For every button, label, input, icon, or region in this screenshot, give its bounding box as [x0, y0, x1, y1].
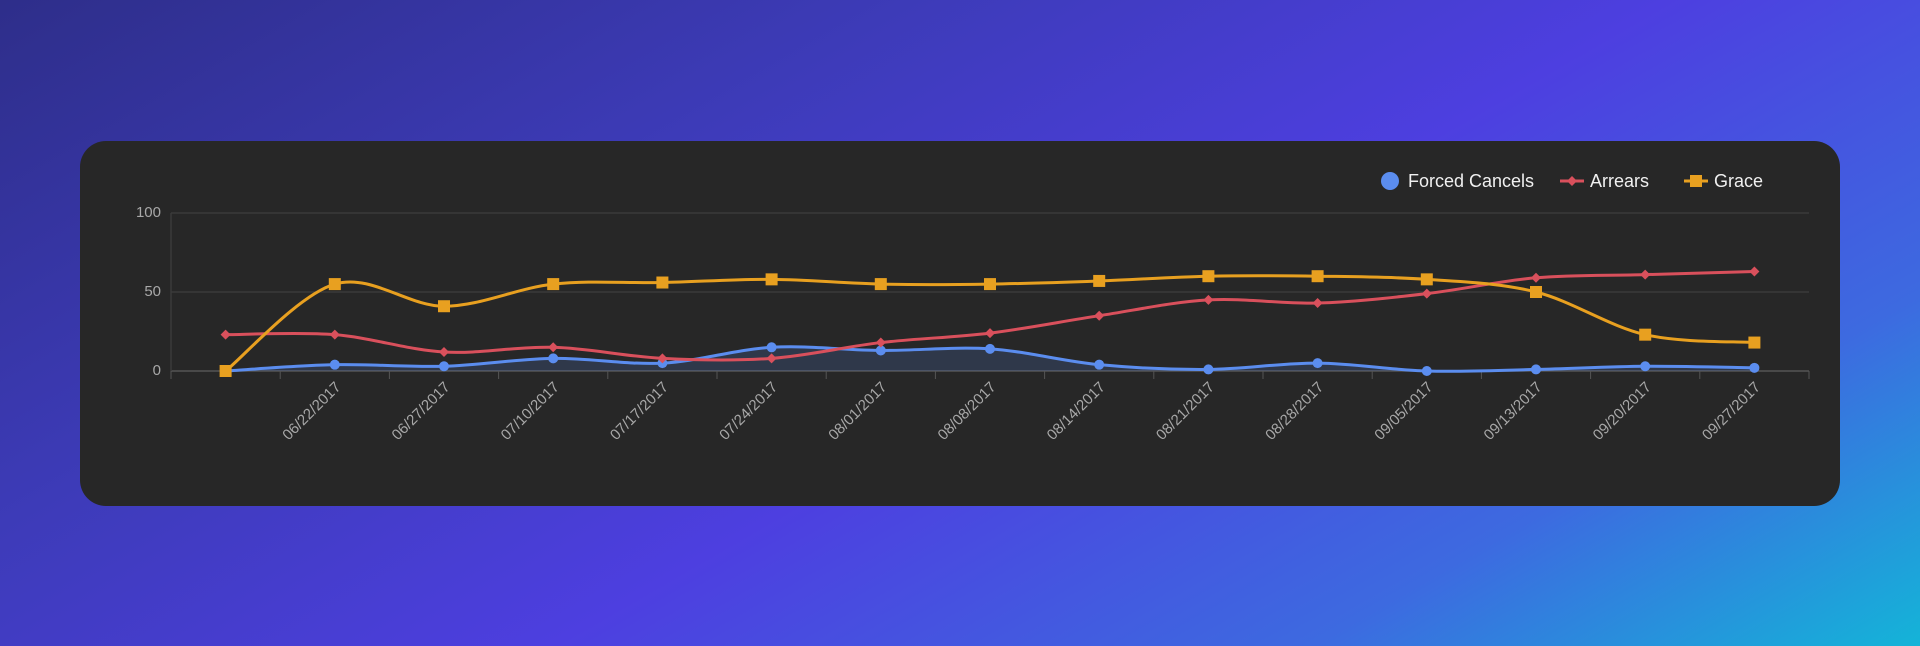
point — [219, 365, 232, 377]
point — [1312, 298, 1323, 309]
point — [1311, 270, 1324, 283]
point — [547, 278, 560, 291]
legend-label: Arrears — [1590, 171, 1649, 191]
point — [1094, 359, 1105, 370]
point — [657, 353, 668, 364]
point — [438, 300, 450, 313]
point — [220, 329, 231, 340]
legend-marker — [1690, 175, 1702, 187]
area — [225, 346, 1755, 372]
card — [80, 141, 1840, 506]
point — [1420, 273, 1433, 286]
point — [439, 347, 449, 358]
legend-label: Grace — [1714, 171, 1763, 191]
point — [874, 278, 887, 291]
point — [1749, 362, 1760, 373]
point — [328, 278, 341, 291]
point — [875, 337, 886, 348]
legend-marker — [1381, 172, 1399, 190]
point — [1748, 336, 1761, 349]
y-tick-label: 100 — [136, 204, 161, 221]
point — [656, 276, 669, 289]
point — [1749, 266, 1760, 277]
point — [766, 353, 777, 364]
point — [548, 353, 559, 364]
point — [1640, 269, 1651, 280]
legend-marker — [1567, 176, 1577, 186]
point — [1093, 274, 1106, 287]
legend-label: Forced Cancels — [1408, 171, 1534, 191]
point — [548, 342, 559, 353]
point — [1202, 270, 1215, 283]
point — [766, 342, 777, 353]
point — [1531, 364, 1541, 375]
point — [1421, 288, 1432, 299]
point — [329, 359, 340, 370]
point — [765, 273, 778, 286]
point — [985, 343, 995, 354]
point — [1203, 364, 1214, 375]
point — [984, 278, 996, 291]
point — [1531, 272, 1541, 283]
point — [1640, 361, 1651, 372]
point — [1312, 358, 1323, 369]
point — [1421, 366, 1432, 376]
point — [1094, 310, 1105, 321]
point — [1530, 286, 1542, 298]
point — [875, 345, 886, 356]
point — [1639, 328, 1652, 341]
y-tick-label: 50 — [144, 283, 161, 300]
point — [985, 328, 995, 339]
point — [1203, 294, 1214, 305]
point — [329, 329, 340, 340]
point — [439, 361, 449, 372]
y-tick-label: 0 — [153, 362, 161, 379]
